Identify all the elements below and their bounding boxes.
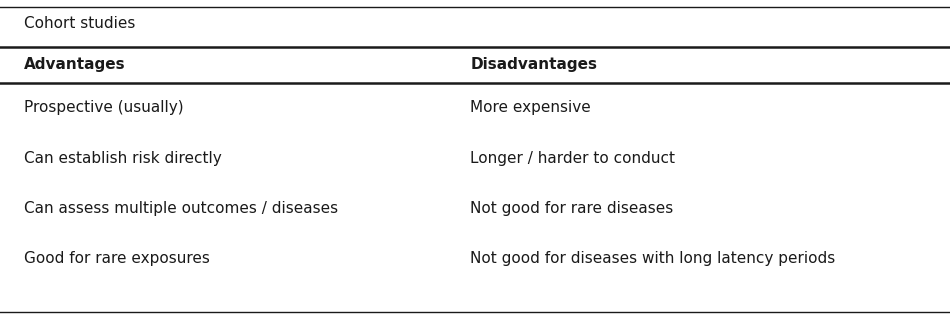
Text: Can establish risk directly: Can establish risk directly bbox=[24, 150, 221, 165]
Text: Cohort studies: Cohort studies bbox=[24, 16, 135, 32]
Text: Advantages: Advantages bbox=[24, 57, 125, 71]
Text: Good for rare exposures: Good for rare exposures bbox=[24, 250, 210, 266]
Text: Not good for rare diseases: Not good for rare diseases bbox=[470, 200, 674, 215]
Text: More expensive: More expensive bbox=[470, 100, 591, 115]
Text: Disadvantages: Disadvantages bbox=[470, 57, 598, 71]
Text: Not good for diseases with long latency periods: Not good for diseases with long latency … bbox=[470, 250, 835, 266]
Text: Prospective (usually): Prospective (usually) bbox=[24, 100, 183, 115]
Text: Can assess multiple outcomes / diseases: Can assess multiple outcomes / diseases bbox=[24, 200, 338, 215]
Text: Longer / harder to conduct: Longer / harder to conduct bbox=[470, 150, 675, 165]
